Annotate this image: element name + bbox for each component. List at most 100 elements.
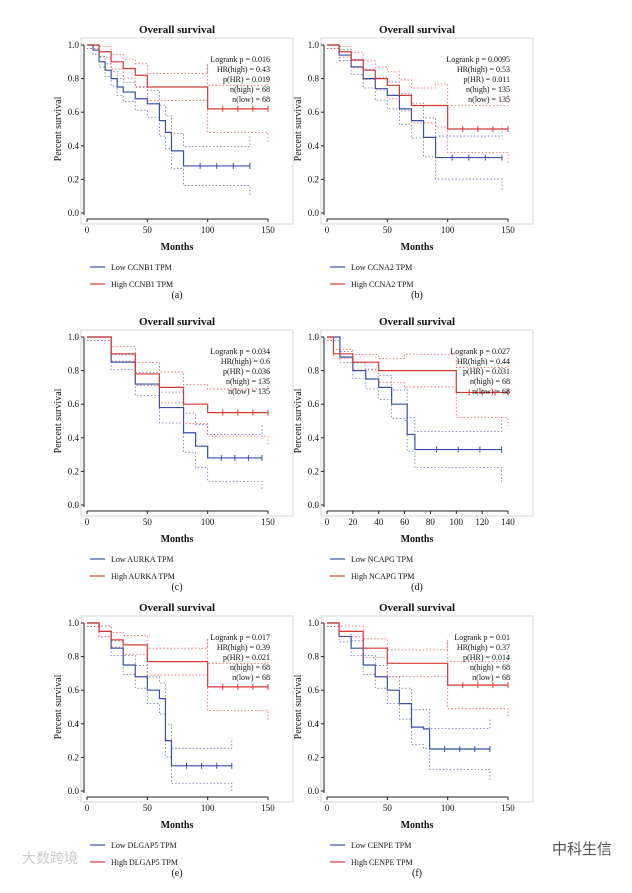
y-tick-label: 0.4: [68, 433, 80, 443]
y-tick-label: 0.6: [308, 107, 320, 117]
plot-frame: [80, 37, 294, 225]
plot-frame: [320, 37, 534, 225]
panel-caption: (e): [171, 868, 182, 879]
x-tick-label: 120: [475, 517, 489, 527]
y-axis-label: Percent survival: [293, 388, 304, 453]
x-axis-label: Months: [161, 820, 194, 831]
ci-upper-low: [327, 622, 491, 729]
stat-line: n(low) = 135: [228, 387, 270, 396]
legend-label: Low NCAPG TPM: [351, 555, 413, 564]
stat-line: p(HR) = 0.031: [463, 367, 510, 376]
x-tick-label: 150: [501, 803, 515, 813]
y-tick-label: 0.2: [68, 174, 79, 184]
x-tick-label: 100: [450, 517, 464, 527]
stat-line: n(low) = 68: [232, 673, 270, 682]
x-axis-label: Months: [401, 820, 434, 831]
y-tick-label: 0.8: [308, 74, 320, 84]
legend-label: Low CCNB1 TPM: [111, 263, 172, 272]
survival-curve-high: [87, 336, 268, 414]
y-tick-label: 0.2: [68, 466, 79, 476]
legend-label: Low AURKA TPM: [111, 555, 174, 564]
y-axis-label: Percent survival: [53, 388, 64, 453]
ci-upper-high: [87, 622, 269, 664]
stat-line: HR(high) = 0.44: [457, 357, 510, 366]
x-tick-label: 50: [383, 803, 393, 813]
chart-title: Overall survival: [139, 25, 215, 36]
panel-caption: (a): [171, 290, 182, 301]
legend-label: High AURKA TPM: [111, 572, 175, 581]
x-tick-label: 60: [400, 517, 410, 527]
y-tick-label: 0.0: [308, 500, 320, 510]
x-tick-label: 100: [441, 803, 455, 813]
x-axis-label: Months: [401, 242, 434, 253]
stat-line: HR(high) = 0.39: [217, 643, 270, 652]
km-panel-a: Overall survival 0.0 0.2 0.4 0.6 0.8 1.0 0 50 100…: [45, 25, 315, 315]
km-panel-c: Overall survival 0.0 0.2 0.4 0.6 0.8 1.0 0 50 100…: [45, 317, 315, 607]
y-tick-label: 0.4: [308, 141, 320, 151]
stat-line: HR(high) = 0.6: [221, 357, 270, 366]
km-chart: Overall survival 0.0 0.2 0.4 0.6 0.8 1.0 0 20 40 6…: [293, 317, 534, 593]
ci-upper-low: [87, 44, 251, 147]
stat-line: Logrank p = 0.034: [210, 347, 270, 356]
stat-line: n(high) = 68: [230, 663, 270, 672]
y-tick-label: 0.6: [68, 107, 80, 117]
ci-lower-low: [87, 47, 251, 197]
y-tick-label: 0.2: [308, 466, 319, 476]
x-tick-label: 50: [143, 803, 153, 813]
y-tick-label: 0.4: [68, 141, 80, 151]
y-tick-label: 0.4: [308, 433, 320, 443]
y-tick-label: 0.0: [308, 208, 320, 218]
stat-line: Logrank p = 0.016: [210, 55, 270, 64]
legend-label: High NCAPG TPM: [351, 572, 414, 581]
ci-lower-high: [87, 625, 269, 721]
x-tick-label: 0: [325, 517, 330, 527]
stat-line: p(HR) = 0.019: [223, 75, 270, 84]
legend-label: High CCNB1 TPM: [111, 280, 173, 289]
plot-frame: [320, 329, 534, 517]
km-panel-b: Overall survival 0.0 0.2 0.4 0.6 0.8 1.0 0 50 100…: [285, 25, 555, 315]
ci-lower-low: [327, 625, 491, 780]
x-tick-label: 100: [201, 225, 215, 235]
stat-line: Logrank p = 0.017: [210, 633, 270, 642]
stat-line: p(HR) = 0.011: [463, 75, 510, 84]
survival-curve-low: [327, 336, 502, 451]
stat-line: p(HR) = 0.014: [463, 653, 510, 662]
x-tick-label: 80: [426, 517, 436, 527]
y-tick-label: 0.2: [308, 174, 319, 184]
y-axis-label: Percent survival: [293, 96, 304, 161]
stat-line: Logrank p = 0.0095: [446, 55, 510, 64]
chart-title: Overall survival: [379, 25, 455, 36]
x-tick-label: 50: [143, 517, 153, 527]
y-tick-label: 1.0: [308, 618, 320, 628]
legend-label: High CENPE TPM: [351, 858, 413, 867]
y-tick-label: 0.4: [68, 719, 80, 729]
y-tick-label: 1.0: [308, 332, 320, 342]
chart-title: Overall survival: [139, 317, 215, 328]
x-axis-label: Months: [401, 534, 434, 545]
y-tick-label: 0.6: [308, 685, 320, 695]
stat-line: Logrank p = 0.01: [454, 633, 510, 642]
y-tick-label: 1.0: [68, 40, 80, 50]
legend-label: Low CENPE TPM: [351, 841, 411, 850]
x-tick-label: 0: [325, 803, 330, 813]
x-tick-label: 0: [85, 517, 90, 527]
x-tick-label: 40: [374, 517, 384, 527]
x-tick-label: 20: [348, 517, 358, 527]
km-panel-d: Overall survival 0.0 0.2 0.4 0.6 0.8 1.0 0 20 40 6…: [285, 317, 555, 607]
x-tick-label: 50: [383, 225, 393, 235]
chart-title: Overall survival: [139, 603, 215, 614]
panel-caption: (d): [411, 582, 423, 593]
y-tick-label: 0.8: [308, 366, 320, 376]
ci-upper-high: [87, 336, 269, 390]
y-tick-label: 1.0: [68, 618, 80, 628]
x-axis-label: Months: [161, 534, 194, 545]
ci-lower-high: [87, 47, 269, 143]
stat-line: n(high) = 135: [226, 377, 270, 386]
y-tick-label: 0.0: [68, 786, 80, 796]
survival-curve-low: [327, 622, 490, 750]
survival-curve-high: [327, 44, 508, 130]
km-chart: Overall survival 0.0 0.2 0.4 0.6 0.8 1.0 0 50 100…: [53, 317, 294, 593]
y-tick-label: 0.6: [308, 399, 320, 409]
km-panel-f: Overall survival 0.0 0.2 0.4 0.6 0.8 1.0 0 50 100…: [285, 603, 555, 893]
survival-curve-high: [87, 622, 268, 688]
